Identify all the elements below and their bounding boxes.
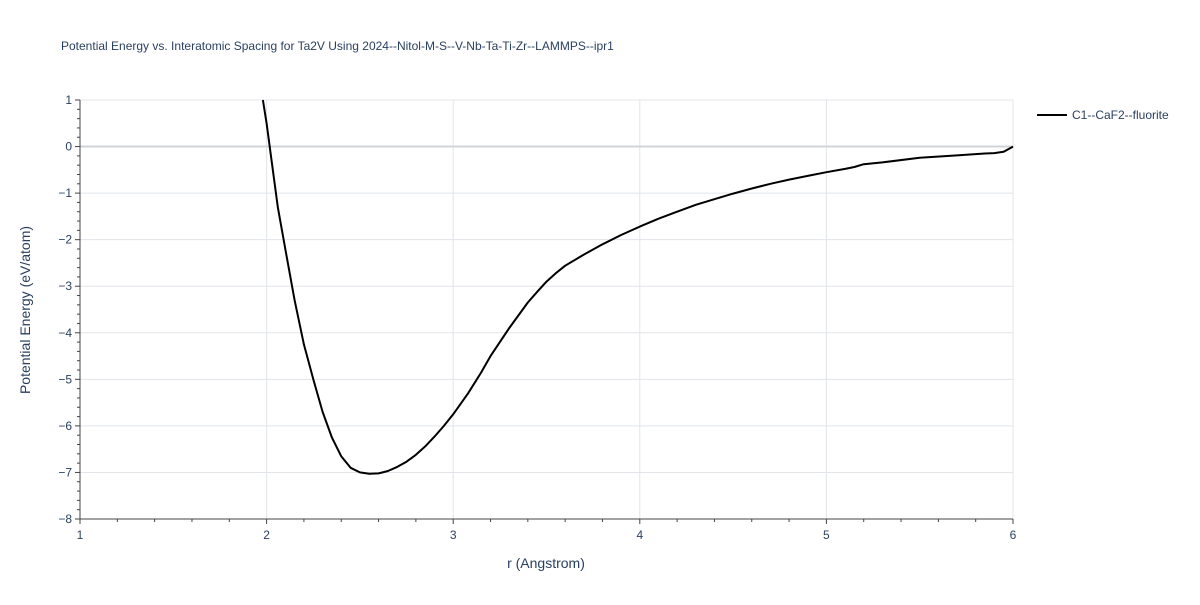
x-tick-label: 6 xyxy=(1010,528,1017,542)
legend[interactable]: C1--CaF2--fluorite xyxy=(1037,108,1169,122)
x-tick-label: 5 xyxy=(823,528,830,542)
y-tick-label: −2 xyxy=(58,233,72,247)
chart-title: Potential Energy vs. Interatomic Spacing… xyxy=(61,39,614,53)
y-tick-label: 1 xyxy=(65,93,72,107)
series-layer xyxy=(261,99,1014,475)
x-axis-label: r (Angstrom) xyxy=(507,555,585,571)
legend-label-c1-caf2-fluorite: C1--CaF2--fluorite xyxy=(1072,108,1169,122)
y-tick-label: −5 xyxy=(58,372,72,386)
x-tick-label: 3 xyxy=(450,528,457,542)
x-tick-label: 2 xyxy=(263,528,270,542)
x-tick-label: 4 xyxy=(636,528,643,542)
x-tick-label: 1 xyxy=(77,528,84,542)
y-axis-label: Potential Energy (eV/atom) xyxy=(17,226,33,394)
grid-lines xyxy=(80,99,1014,519)
axes: 1 2 3 4 5 6 1 0 −1 −2 −3 −4 −5 −6 −7 −8 xyxy=(58,93,1016,542)
y-tick-label: 0 xyxy=(65,140,72,154)
y-tick-label: −6 xyxy=(58,419,72,433)
series-line-c1-caf2-fluorite[interactable] xyxy=(261,99,1014,475)
y-tick-label: −7 xyxy=(58,465,72,479)
y-tick-label: −4 xyxy=(58,326,72,340)
y-tick-label: −3 xyxy=(58,279,72,293)
y-tick-label: −1 xyxy=(58,186,72,200)
y-tick-label: −8 xyxy=(58,512,72,526)
